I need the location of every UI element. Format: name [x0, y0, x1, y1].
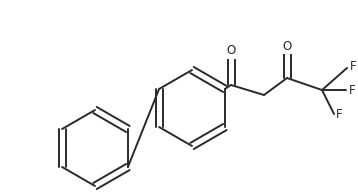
- Text: O: O: [226, 44, 236, 57]
- Text: F: F: [349, 83, 355, 96]
- Text: O: O: [282, 40, 292, 53]
- Text: F: F: [336, 108, 343, 121]
- Text: F: F: [350, 61, 357, 74]
